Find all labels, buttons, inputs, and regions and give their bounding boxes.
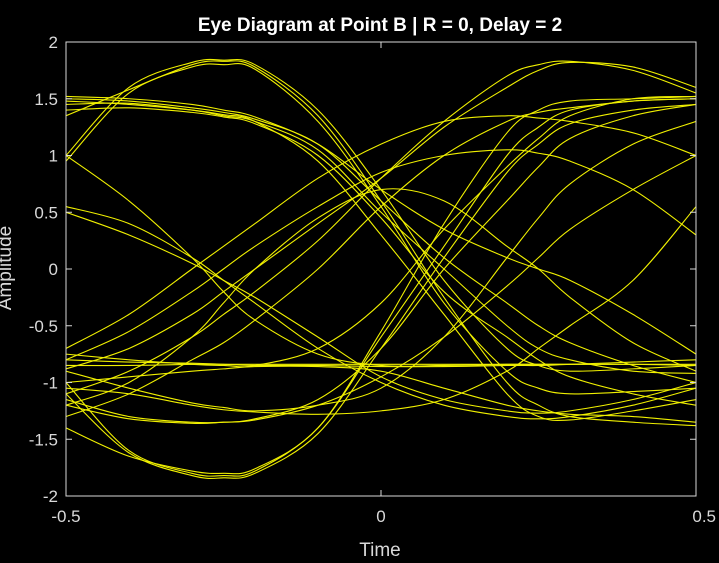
eye-trace-4 [66, 98, 696, 384]
eye-trace-26 [66, 365, 696, 423]
y-tick-label: 1 [49, 147, 58, 166]
eye-trace-12 [66, 359, 696, 368]
eye-trace-7 [66, 107, 696, 406]
eye-trace-18 [66, 120, 696, 412]
eye-trace-15 [66, 95, 696, 475]
y-tick-label: -2 [43, 487, 58, 506]
eye-trace-21 [66, 149, 696, 361]
x-tick-label: 0.5 [692, 507, 716, 526]
chart-title: Eye Diagram at Point B | R = 0, Delay = … [198, 15, 562, 36]
eye-trace-27 [66, 188, 696, 406]
eye-trace-8 [66, 100, 696, 421]
y-tick-label: 0.5 [34, 203, 58, 222]
y-tick-label: 1.5 [34, 90, 58, 109]
x-axis-label: Time [359, 540, 401, 561]
eye-trace-20 [66, 115, 696, 349]
y-tick-label: -1.5 [29, 430, 58, 449]
y-tick-label: 0 [49, 260, 58, 279]
eye-trace-24 [66, 98, 696, 418]
y-tick-label: -1 [43, 374, 58, 393]
eye-trace-25 [66, 95, 696, 368]
eye-trace-16 [66, 103, 696, 424]
eye-trace-2 [66, 63, 696, 395]
x-tick-label: 0 [376, 507, 385, 526]
plot-traces [66, 58, 696, 479]
eye-trace-19 [66, 206, 696, 415]
y-tick-label: 2 [49, 33, 58, 52]
y-tick-label: -0.5 [29, 317, 58, 336]
eye-trace-13 [66, 98, 696, 477]
plot-axes: -2 -1.5 -1 -0.5 0 0.5 1 1.5 2 -0.5 0 0.5 [29, 33, 716, 526]
eye-trace-28 [66, 211, 696, 414]
y-axis-label: Amplitude [0, 226, 16, 311]
x-tick-label: -0.5 [51, 507, 80, 526]
